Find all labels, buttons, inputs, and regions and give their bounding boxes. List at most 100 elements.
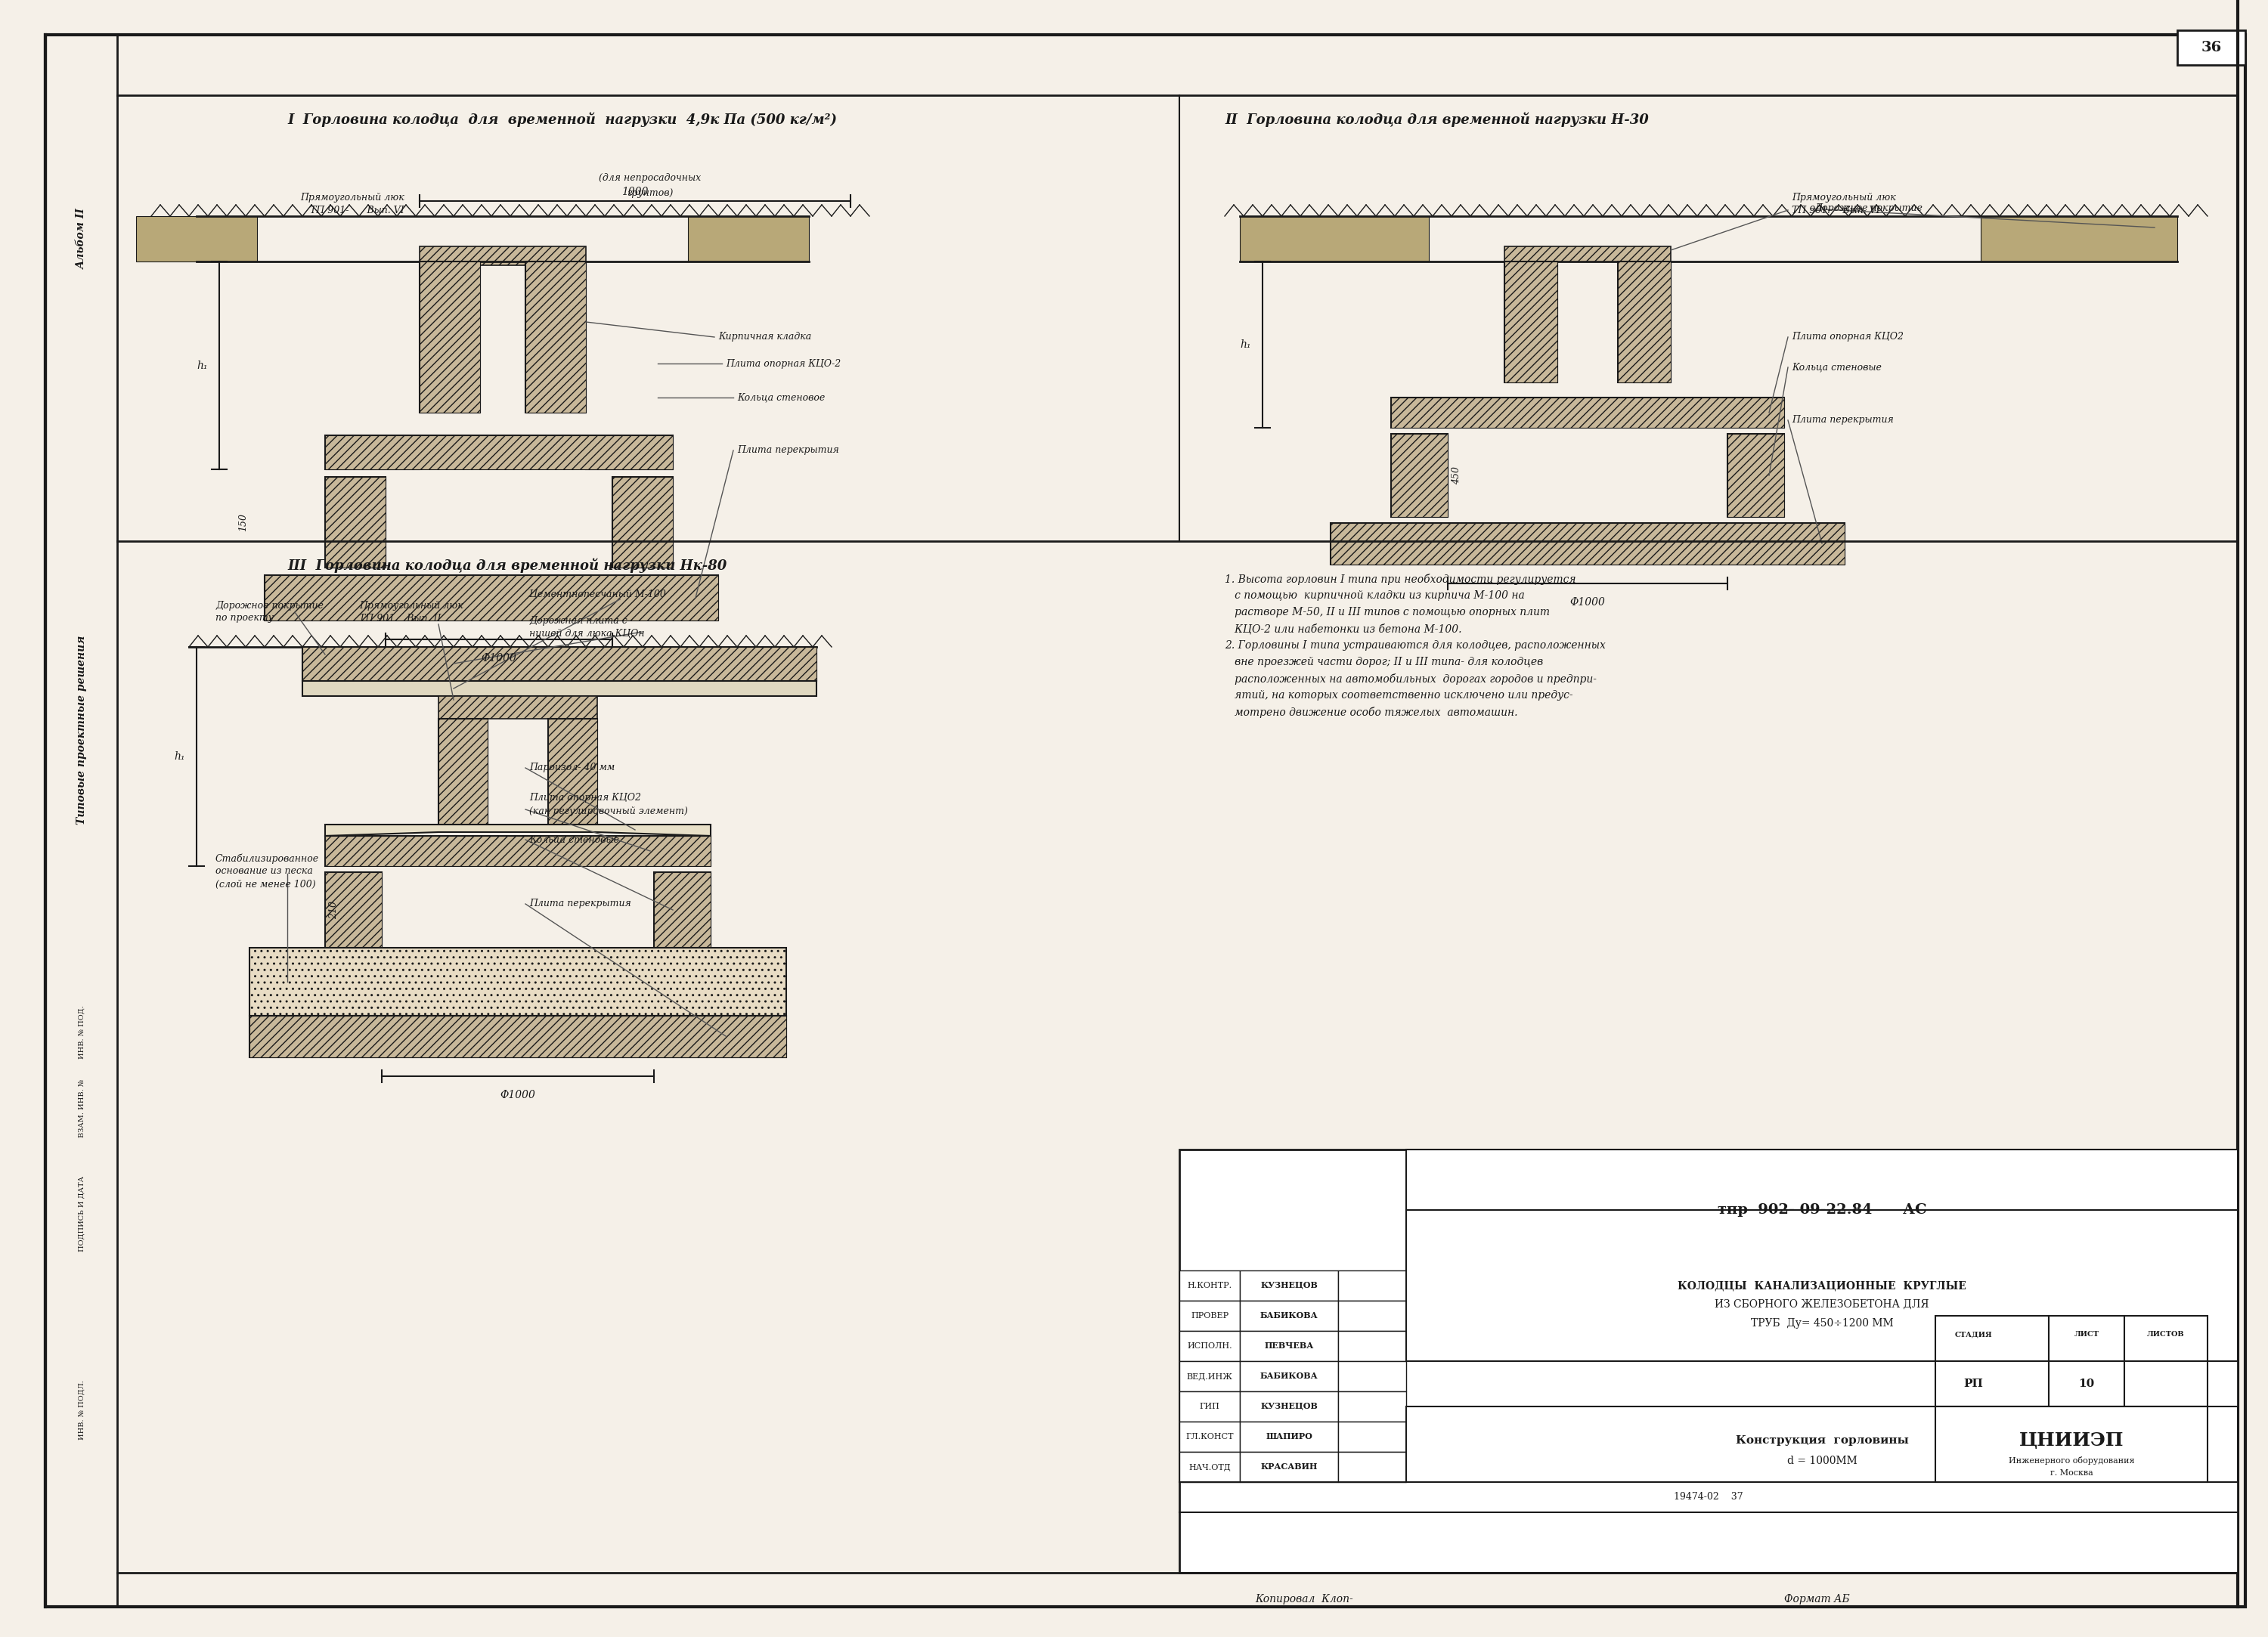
Text: ПРОВЕР: ПРОВЕР — [1191, 1311, 1229, 1319]
Bar — [265, 575, 719, 620]
Text: ИЗ СБОРНОГО ЖЕЛЕЗОБЕТОНА ДЛЯ: ИЗ СБОРНОГО ЖЕЛЕЗОБЕТОНА ДЛЯ — [1715, 1300, 1930, 1310]
Bar — [1504, 262, 1558, 383]
Text: Цементнопесчаный М-100: Цементнопесчаный М-100 — [528, 589, 667, 599]
Text: ИНВ. № ПОД.: ИНВ. № ПОД. — [77, 1005, 86, 1059]
Bar — [1935, 1360, 2048, 1406]
Text: КЦО-2 или набетонки из бетона М-100.: КЦО-2 или набетонки из бетона М-100. — [1225, 624, 1461, 634]
Polygon shape — [438, 719, 488, 825]
Bar — [324, 435, 674, 470]
Bar — [1241, 1391, 1338, 1421]
Text: Прямоугольный люк: Прямоугольный люк — [358, 601, 463, 611]
Text: ГИП: ГИП — [1200, 1403, 1220, 1409]
Bar — [1179, 1270, 1241, 1301]
Polygon shape — [324, 837, 710, 866]
Text: Кольца стеновое: Кольца стеновое — [737, 393, 826, 403]
Bar — [1617, 262, 1672, 383]
Bar — [687, 216, 810, 262]
Polygon shape — [1728, 434, 1785, 517]
Text: 19474-02    37: 19474-02 37 — [1674, 1493, 1744, 1503]
Bar — [2125, 1360, 2207, 1406]
Polygon shape — [249, 948, 787, 1015]
Text: нишей для люка КЦОн: нишей для люка КЦОн — [528, 629, 644, 638]
Text: ЛИСТ: ЛИСТ — [2073, 1331, 2100, 1337]
Text: Альбом II: Альбом II — [77, 208, 86, 270]
Text: Дорожная плита с: Дорожная плита с — [528, 616, 628, 625]
Text: 2. Горловины I типа устраиваются для колодцев, расположенных: 2. Горловины I типа устраиваются для кол… — [1225, 640, 1606, 652]
Bar — [1504, 247, 1672, 262]
Text: Конструкция  горловины: Конструкция горловины — [1735, 1436, 1907, 1445]
Text: 210: 210 — [329, 900, 338, 918]
Bar — [136, 216, 256, 262]
Text: Кирпичная кладка: Кирпичная кладка — [719, 332, 812, 342]
Text: ПЕВЧЕВА: ПЕВЧЕВА — [1263, 1342, 1313, 1351]
Text: 450: 450 — [1452, 467, 1461, 485]
Text: Плита перекрытия: Плита перекрытия — [737, 445, 839, 455]
Text: II  Горловина колодца для временной нагрузки Н-30: II Горловина колодца для временной нагру… — [1225, 111, 1649, 126]
Bar — [1338, 1331, 1406, 1360]
Bar — [1980, 216, 2177, 262]
Text: ИНВ. № ПОДЛ.: ИНВ. № ПОДЛ. — [77, 1380, 86, 1441]
Bar — [1338, 1452, 1406, 1481]
Bar — [1390, 398, 1785, 427]
Polygon shape — [1390, 434, 1447, 517]
Bar — [438, 719, 488, 825]
Polygon shape — [549, 719, 596, 825]
Bar — [1331, 522, 1844, 565]
Text: КОЛОДЦЫ  КАНАЛИЗАЦИОННЫЕ  КРУГЛЫЕ: КОЛОДЦЫ КАНАЛИЗАЦИОННЫЕ КРУГЛЫЕ — [1678, 1280, 1966, 1292]
Bar — [653, 873, 710, 948]
Bar — [1728, 434, 1785, 517]
Bar — [1179, 1331, 1241, 1360]
Text: ВЗАМ. ИНВ. №: ВЗАМ. ИНВ. № — [77, 1079, 86, 1138]
Bar — [1338, 1301, 1406, 1331]
Text: 1. Высота горловин I типа при необходимости регулируется: 1. Высота горловин I типа при необходимо… — [1225, 573, 1576, 584]
Polygon shape — [265, 575, 719, 620]
Text: ПОДПИСЬ И ДАТА: ПОДПИСЬ И ДАТА — [77, 1175, 86, 1252]
Text: h₁: h₁ — [175, 751, 186, 761]
Text: I  Горловина колодца  для  временной  нагрузки  4,9к Па (500 кг/м²): I Горловина колодца для временной нагруз… — [288, 111, 837, 126]
Text: III  Горловина колодца для временной нагрузки Нк-80: III Горловина колодца для временной нагр… — [288, 558, 726, 573]
Bar — [1935, 1406, 2207, 1481]
Text: 1000: 1000 — [621, 187, 649, 196]
Text: КУЗНЕЦОВ: КУЗНЕЦОВ — [1261, 1403, 1318, 1411]
Text: по проекту: по проекту — [215, 614, 274, 624]
Bar — [1179, 1452, 1241, 1481]
Text: 150: 150 — [238, 512, 247, 532]
Bar — [1390, 434, 1447, 517]
Polygon shape — [653, 873, 710, 948]
Bar — [1338, 1421, 1406, 1452]
Polygon shape — [249, 1015, 787, 1058]
Polygon shape — [1331, 522, 1844, 565]
Polygon shape — [302, 681, 816, 696]
Polygon shape — [324, 873, 381, 948]
Text: БАБИКОВА: БАБИКОВА — [1261, 1311, 1318, 1319]
Text: с помощью  кирпичной кладки из кирпича М-100 на: с помощью кирпичной кладки из кирпича М-… — [1225, 591, 1524, 601]
Text: Инженерного оборудования: Инженерного оборудования — [2009, 1457, 2134, 1465]
Text: НАЧ.ОТД: НАЧ.ОТД — [1188, 1463, 1232, 1470]
Bar — [1241, 1270, 1338, 1301]
Polygon shape — [324, 825, 710, 837]
Bar — [2048, 1360, 2125, 1406]
Text: (для непросадочных: (для непросадочных — [599, 174, 701, 183]
Bar — [324, 837, 710, 866]
Bar — [1179, 1391, 1241, 1421]
Text: Стабилизированное: Стабилизированное — [215, 853, 320, 864]
Text: Копировал  Клоп-: Копировал Клоп- — [1254, 1594, 1354, 1604]
Text: h₁: h₁ — [1241, 339, 1252, 350]
Text: тпр  902- 09-22.84      АС: тпр 902- 09-22.84 АС — [1717, 1203, 1926, 1216]
Bar — [526, 262, 585, 413]
Text: Дорожное покрытие: Дорожное покрытие — [215, 601, 324, 611]
Text: Плита опорная КЦО-2: Плита опорная КЦО-2 — [726, 359, 841, 368]
Text: ТП 901-    Вып. VI: ТП 901- Вып. VI — [1792, 205, 1880, 214]
Bar — [249, 1015, 787, 1058]
Bar — [1179, 1149, 2239, 1573]
Polygon shape — [420, 262, 481, 413]
Text: ЦНИИЭП: ЦНИИЭП — [2019, 1431, 2123, 1450]
Bar — [2177, 29, 2245, 65]
Bar — [1179, 1360, 1241, 1391]
Polygon shape — [1504, 262, 1558, 383]
Text: Кольца стеновые: Кольца стеновые — [1792, 362, 1882, 372]
Text: Плита опорная КЦО2: Плита опорная КЦО2 — [1792, 332, 1903, 342]
Text: 36: 36 — [2200, 41, 2223, 54]
Bar — [612, 476, 674, 568]
Bar — [1406, 1406, 2239, 1481]
